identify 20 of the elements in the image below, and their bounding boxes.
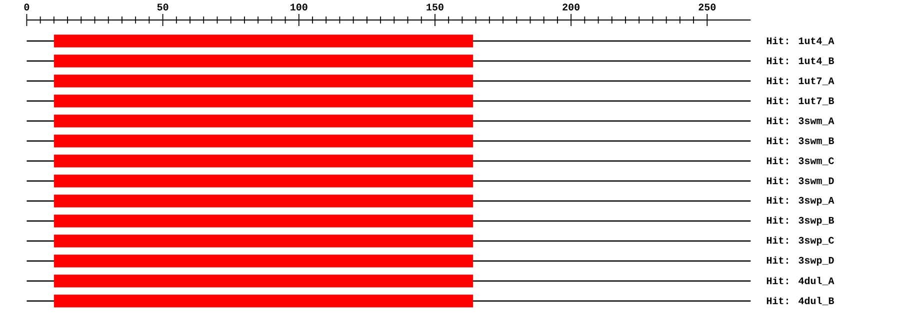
y-tick-label: Hit: 3swm_C: [766, 156, 834, 166]
x-tick-label: 0: [24, 4, 30, 10]
y-tick-label: Hit: 4dul_A: [766, 276, 834, 286]
x-tick-label: 200: [562, 4, 580, 10]
y-tick-label: Hit: 1ut4_A: [766, 36, 834, 46]
y-tick-label: Hit: 3swp_B: [766, 216, 834, 226]
x-tick-label: 250: [698, 4, 716, 10]
y-tick-label: Hit: 3swm_B: [766, 136, 834, 146]
y-tick-label: Hit: 1ut7_A: [766, 76, 834, 86]
y-tick-label: Hit: 4dul_B: [766, 296, 834, 306]
y-tick-label: Hit: 3swp_C: [766, 236, 834, 246]
x-tick-label: 100: [290, 4, 308, 10]
y-tick-label: Hit: 3swm_D: [766, 176, 834, 186]
x-tick-label: 150: [426, 4, 444, 10]
y-tick-label: Hit: 3swp_D: [766, 256, 834, 266]
y-tick-label: Hit: 3swp_A: [766, 196, 834, 206]
y-tick-label: Hit: 1ut4_B: [766, 56, 834, 66]
y-tick-label: Hit: 1ut7_B: [766, 96, 834, 106]
y-tick-label: Hit: 3swm_A: [766, 116, 834, 126]
x-tick-label: 50: [157, 4, 168, 10]
